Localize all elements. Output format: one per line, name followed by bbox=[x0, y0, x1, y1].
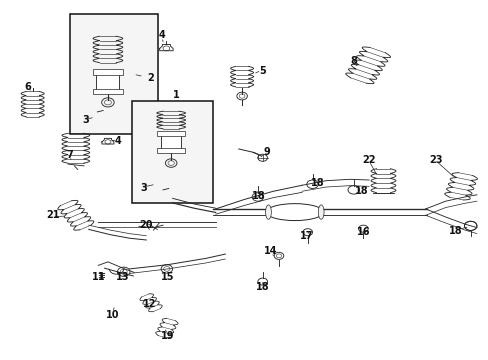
Text: 9: 9 bbox=[263, 147, 270, 157]
Ellipse shape bbox=[318, 205, 324, 219]
Bar bbox=[161, 134, 181, 150]
Text: 21: 21 bbox=[46, 210, 60, 220]
Text: 6: 6 bbox=[24, 81, 31, 91]
Text: 18: 18 bbox=[255, 282, 269, 292]
Text: 4: 4 bbox=[114, 136, 121, 146]
Text: 5: 5 bbox=[258, 66, 265, 76]
Text: 18: 18 bbox=[447, 226, 461, 236]
Text: 8: 8 bbox=[349, 57, 356, 67]
Bar bbox=[69, 14, 158, 134]
Text: 2: 2 bbox=[147, 73, 154, 84]
Bar bbox=[92, 69, 123, 75]
Text: 23: 23 bbox=[428, 154, 442, 165]
Text: 7: 7 bbox=[66, 150, 73, 159]
Text: 18: 18 bbox=[310, 178, 324, 188]
Text: 22: 22 bbox=[362, 154, 375, 165]
Text: 10: 10 bbox=[106, 310, 119, 320]
Text: 3: 3 bbox=[82, 115, 89, 125]
Text: 14: 14 bbox=[263, 246, 277, 256]
Text: 16: 16 bbox=[356, 227, 369, 237]
Text: 15: 15 bbox=[161, 272, 174, 282]
Bar bbox=[92, 89, 123, 94]
Text: 3: 3 bbox=[140, 184, 146, 193]
Bar bbox=[157, 131, 184, 136]
Ellipse shape bbox=[265, 205, 271, 219]
Text: 19: 19 bbox=[161, 331, 174, 341]
Text: 18: 18 bbox=[354, 186, 367, 195]
Text: 20: 20 bbox=[139, 220, 153, 230]
Text: 13: 13 bbox=[115, 272, 129, 282]
Bar bbox=[96, 72, 119, 92]
Text: 17: 17 bbox=[300, 231, 313, 241]
Text: 18: 18 bbox=[251, 191, 265, 201]
Text: 12: 12 bbox=[142, 299, 156, 309]
Bar bbox=[132, 100, 213, 203]
Text: 4: 4 bbox=[159, 30, 165, 40]
Text: 1: 1 bbox=[173, 90, 180, 100]
Bar bbox=[157, 148, 184, 153]
Ellipse shape bbox=[265, 204, 323, 221]
Text: 11: 11 bbox=[91, 272, 105, 282]
